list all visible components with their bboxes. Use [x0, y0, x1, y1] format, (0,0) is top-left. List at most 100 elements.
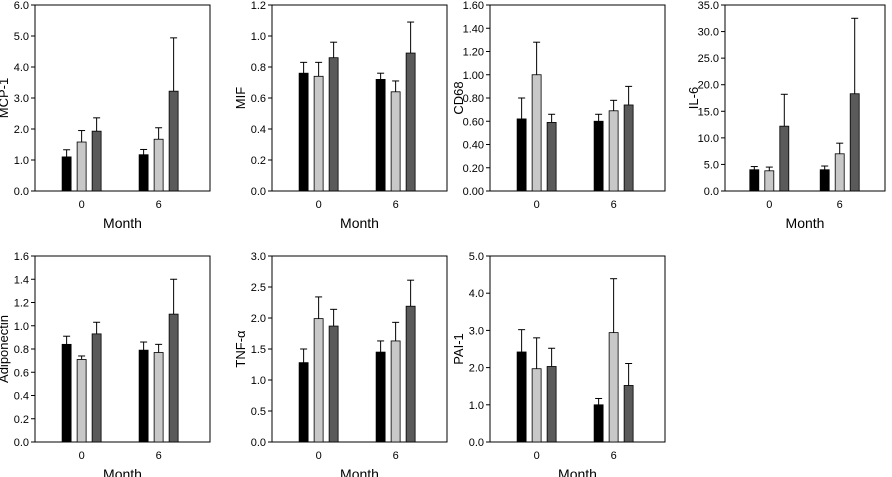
y-tick-label: 0.2 [251, 155, 266, 167]
bar-group-3-month-6 [168, 90, 179, 192]
chart-panel-4: 0.0 0.2 0.4 0.6 0.8 1.0 1.2 1.4 1.6 Adiponectin 0 6… [0, 251, 211, 477]
y-tick-label: 25.0 [698, 53, 719, 65]
x-axis-label: Month [558, 466, 597, 477]
y-tick-label: 0.2 [14, 414, 29, 426]
bar-group-2-month-0 [76, 141, 87, 192]
bar-group-3-month-6 [849, 93, 860, 192]
y-tick-label: 0.4 [14, 391, 29, 403]
y-tick-label: 1.20 [463, 47, 484, 59]
x-tick-label: 0 [79, 199, 85, 211]
y-tick-label: 0.6 [251, 93, 266, 105]
y-tick-label: 10.0 [698, 133, 719, 145]
bar-group-1-month-0 [749, 169, 760, 192]
plot-frame [34, 255, 211, 443]
x-tick-label: 0 [534, 450, 540, 462]
x-tick-label: 6 [611, 199, 617, 211]
y-tick-label: 5.0 [704, 159, 719, 171]
bar-group-1-month-0 [61, 343, 72, 443]
y-tick-label: 0.0 [14, 186, 29, 198]
bar-group-3-month-6 [168, 313, 179, 443]
x-tick-label: 6 [837, 199, 843, 211]
bar-group-1-month-6 [375, 351, 386, 443]
y-tick-label: 0.0 [469, 437, 484, 449]
y-tick-label: 0.6 [14, 367, 29, 379]
y-axis-label: PAI-1 [451, 333, 466, 365]
bar-group-3-month-0 [328, 57, 339, 192]
y-tick-label: 0.40 [463, 140, 484, 152]
y-tick-label: 3.0 [14, 93, 29, 105]
bar-group-2-month-0 [76, 359, 87, 443]
bar-group-1-month-0 [298, 362, 309, 443]
bar-group-3-month-6 [405, 305, 416, 443]
bar-group-2-month-6 [153, 138, 164, 192]
y-tick-label: 0.00 [463, 186, 484, 198]
bar-group-3-month-0 [91, 333, 102, 443]
bar-group-3-month-0 [546, 366, 557, 443]
bar-group-2-month-0 [531, 74, 542, 192]
y-tick-label: 0.4 [251, 124, 266, 136]
y-tick-label: 1.00 [463, 70, 484, 82]
bar-group-1-month-0 [61, 156, 72, 192]
y-axis-label: MCP-1 [0, 78, 11, 118]
y-tick-label: 1.6 [14, 251, 29, 263]
y-tick-label: 20.0 [698, 80, 719, 92]
y-axis-label: CD68 [451, 81, 466, 114]
bar-group-2-month-6 [390, 340, 401, 443]
bar-group-1-month-0 [516, 118, 527, 192]
y-tick-label: 30.0 [698, 27, 719, 39]
bar-group-1-month-0 [516, 351, 527, 443]
y-tick-label: 1.2 [14, 298, 29, 310]
plot-frame [271, 4, 448, 192]
plot-frame [489, 255, 666, 443]
y-tick-label: 0.80 [463, 93, 484, 105]
y-axis-label: MIF [233, 87, 248, 109]
y-tick-label: 1.40 [463, 23, 484, 35]
bar-group-2-month-6 [153, 352, 164, 443]
bar-group-1-month-6 [593, 404, 604, 443]
y-tick-label: 0.8 [14, 344, 29, 356]
chart-panel-2: 0.00 0.20 0.40 0.60 0.80 1.00 1.20 1.40 1.60 CD68… [451, 0, 666, 211]
y-tick-label: 35.0 [698, 0, 719, 12]
x-axis-label: Month [786, 215, 825, 231]
x-axis-label: Month [103, 466, 142, 477]
y-tick-label: 3.0 [469, 325, 484, 337]
y-axis-label: TNF-α [233, 330, 248, 368]
bar-group-1-month-6 [819, 169, 830, 192]
y-tick-label: 2.0 [469, 363, 484, 375]
y-tick-label: 1.0 [469, 400, 484, 412]
y-tick-label: 0.0 [251, 186, 266, 198]
bar-group-1-month-0 [298, 72, 309, 192]
bar-group-3-month-6 [623, 104, 634, 192]
bar-group-1-month-6 [593, 120, 604, 192]
y-tick-label: 3.0 [251, 251, 266, 263]
y-tick-label: 0.20 [463, 163, 484, 175]
x-tick-label: 0 [316, 450, 322, 462]
chart-panel-1: 0.0 0.2 0.4 0.6 0.8 1.0 1.2 MIF 0 6 Month [233, 0, 448, 231]
y-tick-label: 2.5 [251, 282, 266, 294]
y-tick-label: 2.0 [251, 313, 266, 325]
y-tick-label: 1.5 [251, 344, 266, 356]
y-axis-label: Adiponectin [0, 315, 11, 383]
y-tick-label: 1.0 [14, 321, 29, 333]
y-tick-label: 1.0 [251, 31, 266, 43]
plot-frame [724, 4, 886, 192]
y-tick-label: 0.0 [704, 186, 719, 198]
x-tick-label: 0 [79, 450, 85, 462]
bar-group-3-month-6 [623, 385, 634, 443]
bar-group-1-month-6 [138, 349, 149, 443]
plot-frame [34, 4, 211, 192]
y-tick-label: 0.0 [14, 437, 29, 449]
y-tick-label: 1.60 [463, 0, 484, 12]
y-tick-label: 4.0 [14, 62, 29, 74]
bar-group-3-month-0 [546, 122, 557, 192]
y-axis-label: IL-6 [686, 87, 701, 109]
x-tick-label: 6 [156, 199, 162, 211]
chart-panel-5: 0.0 0.5 1.0 1.5 2.0 2.5 3.0 TNF-α 0 6 Month [233, 251, 448, 477]
bar-group-3-month-0 [779, 125, 790, 192]
y-tick-label: 1.0 [251, 375, 266, 387]
bar-group-2-month-6 [834, 153, 845, 192]
y-tick-label: 4.0 [469, 288, 484, 300]
bar-group-3-month-0 [328, 325, 339, 443]
x-tick-label: 6 [393, 450, 399, 462]
